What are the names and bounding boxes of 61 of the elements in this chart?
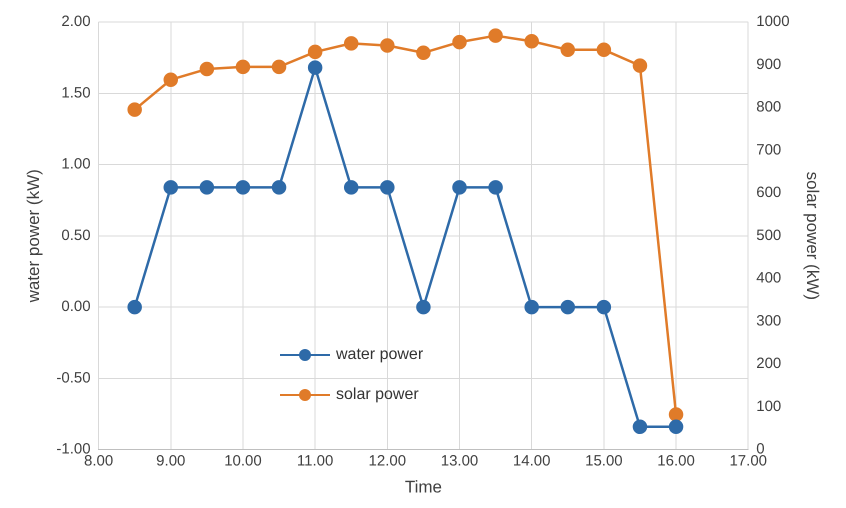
point [632,58,648,73]
y2-axis-title: solar power (kW) [803,172,822,300]
point [200,62,214,76]
point [560,42,576,58]
point [596,300,612,314]
x-tick-label: 16.00 [657,452,695,470]
point [164,72,178,87]
point [524,300,539,314]
point [452,34,467,50]
legend-label: solar power [336,386,419,404]
y2-tick-label: 900 [756,56,782,73]
point [236,60,250,74]
y-axis-title: water power (kW) [24,169,43,304]
x-tick-label: 13.00 [440,452,478,470]
point [668,407,684,422]
y2-tick-label: 100 [756,398,782,415]
y2-tick-label: 200 [756,355,782,372]
point [560,300,576,314]
y-tick-label: 0.00 [61,298,91,316]
point [380,180,395,195]
y2-tick-label: 800 [756,98,782,116]
x-axis-title: Time [404,477,442,496]
x-tick-label: 11.00 [296,452,334,470]
x-tick-label: 12.00 [368,452,406,470]
x-tick-label: 9.00 [156,452,186,470]
point [596,42,612,58]
x-tick-label: 10.00 [224,452,262,470]
y2-tick-label: 1000 [756,13,790,30]
x-tick-label: 14.00 [512,452,550,470]
point [632,420,648,434]
y-tick-label: -0.50 [56,369,91,386]
point [272,180,286,195]
point [344,36,358,51]
legend-label: water power [336,346,424,364]
point [164,180,178,195]
x-tick-label: 15.00 [585,452,623,470]
point [127,300,142,314]
point [524,34,539,48]
point [668,420,684,434]
point [416,46,431,60]
point [452,180,467,195]
point [272,60,286,74]
point [488,28,503,43]
y-tick-label: 2.00 [61,13,91,30]
y2-tick-label: 300 [756,312,782,330]
y2-tick-label: 500 [756,226,782,244]
point [488,180,503,195]
y-tick-label: 1.00 [61,156,91,173]
point [236,180,250,195]
point [308,60,322,75]
y-tick-label: 0.50 [61,226,91,244]
point [308,44,322,60]
y-tick-label: 1.50 [61,84,91,102]
point [200,180,214,195]
point [127,102,142,117]
y2-tick-label: 700 [756,141,782,158]
point [380,38,395,53]
point [344,180,358,195]
y2-tick-label: 400 [756,270,782,287]
y2-tick-label: 600 [756,184,782,202]
point [416,300,431,314]
